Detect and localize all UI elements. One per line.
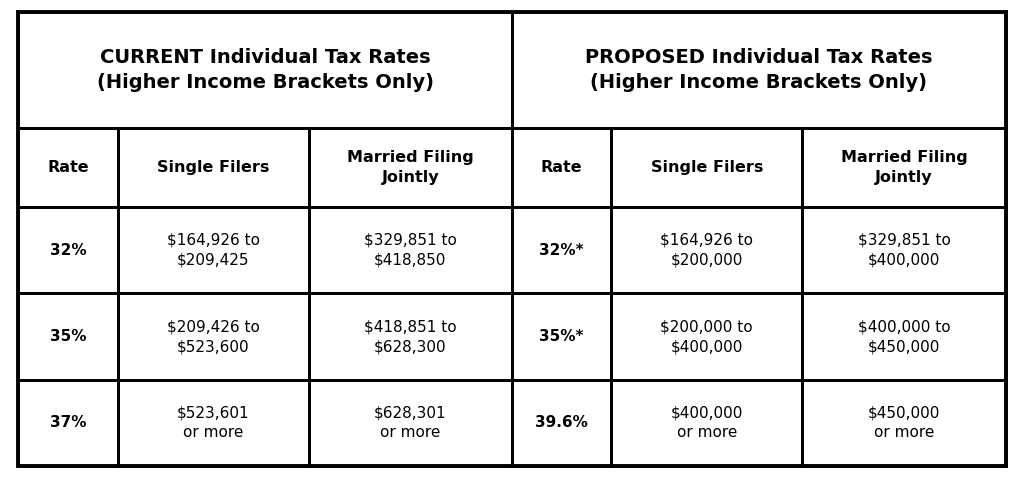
- Bar: [611, 380, 803, 466]
- Bar: [118, 380, 309, 466]
- Text: Single Filers: Single Filers: [157, 160, 269, 175]
- Bar: [309, 293, 512, 380]
- Bar: [611, 207, 803, 293]
- Bar: [18, 380, 118, 466]
- Bar: [611, 293, 803, 380]
- Bar: [18, 207, 118, 293]
- Text: $628,301
or more: $628,301 or more: [374, 405, 446, 440]
- Bar: [803, 293, 1006, 380]
- Bar: [18, 293, 118, 380]
- Text: CURRENT Individual Tax Rates
(Higher Income Brackets Only): CURRENT Individual Tax Rates (Higher Inc…: [96, 48, 434, 92]
- Bar: [611, 128, 803, 207]
- Bar: [309, 128, 512, 207]
- Bar: [309, 380, 512, 466]
- Bar: [118, 293, 309, 380]
- Text: $400,000
or more: $400,000 or more: [671, 405, 743, 440]
- Text: $523,601
or more: $523,601 or more: [177, 405, 250, 440]
- Text: $329,851 to
$400,000: $329,851 to $400,000: [857, 233, 950, 268]
- Text: Married Filing
Jointly: Married Filing Jointly: [347, 150, 474, 185]
- Text: Married Filing
Jointly: Married Filing Jointly: [841, 150, 968, 185]
- Text: 32%: 32%: [50, 243, 86, 258]
- Bar: [309, 207, 512, 293]
- Bar: [512, 128, 611, 207]
- Bar: [118, 128, 309, 207]
- Text: 37%: 37%: [50, 415, 86, 430]
- Bar: [512, 380, 611, 466]
- Bar: [803, 207, 1006, 293]
- Text: Rate: Rate: [47, 160, 89, 175]
- Text: $209,426 to
$523,600: $209,426 to $523,600: [167, 319, 260, 354]
- Bar: [512, 293, 611, 380]
- Bar: [512, 207, 611, 293]
- Text: $164,926 to
$200,000: $164,926 to $200,000: [660, 233, 754, 268]
- Text: Rate: Rate: [541, 160, 583, 175]
- Bar: [18, 128, 118, 207]
- Text: 32%*: 32%*: [540, 243, 584, 258]
- Text: 35%: 35%: [50, 329, 86, 344]
- Bar: [118, 207, 309, 293]
- Bar: [803, 128, 1006, 207]
- Text: $418,851 to
$628,300: $418,851 to $628,300: [365, 319, 457, 354]
- Text: 39.6%: 39.6%: [536, 415, 588, 430]
- Text: $200,000 to
$400,000: $200,000 to $400,000: [660, 319, 753, 354]
- Bar: [18, 12, 512, 128]
- Bar: [512, 12, 1006, 128]
- Text: Single Filers: Single Filers: [650, 160, 763, 175]
- Bar: [803, 380, 1006, 466]
- Text: $329,851 to
$418,850: $329,851 to $418,850: [364, 233, 457, 268]
- Text: 35%*: 35%*: [540, 329, 584, 344]
- Text: $400,000 to
$450,000: $400,000 to $450,000: [858, 319, 950, 354]
- Text: PROPOSED Individual Tax Rates
(Higher Income Brackets Only): PROPOSED Individual Tax Rates (Higher In…: [585, 48, 933, 92]
- Text: $450,000
or more: $450,000 or more: [867, 405, 940, 440]
- Text: $164,926 to
$209,425: $164,926 to $209,425: [167, 233, 260, 268]
